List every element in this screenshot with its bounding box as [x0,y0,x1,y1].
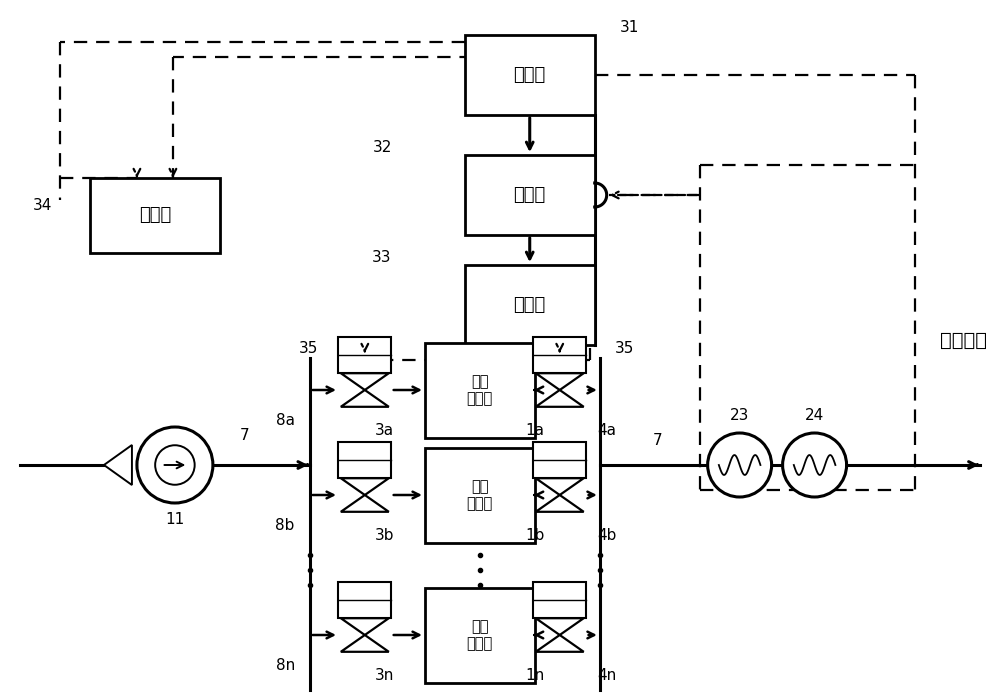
Bar [338,582,391,618]
Text: 3b: 3b [375,528,394,542]
Text: 11: 11 [165,512,185,528]
Bar [90,178,220,252]
Text: 反馈控制: 反馈控制 [940,330,987,349]
Text: 离子
抛光机: 离子 抛光机 [467,479,493,511]
Text: 8n: 8n [276,657,295,673]
Bar [533,582,586,618]
Text: 8a: 8a [276,413,295,427]
Polygon shape [341,478,389,495]
Text: 34: 34 [33,197,52,213]
Text: 31: 31 [620,20,639,34]
Polygon shape [536,635,584,652]
Polygon shape [341,618,389,635]
Bar [425,447,535,542]
Text: 1b: 1b [525,528,545,542]
Text: 1a: 1a [526,422,545,438]
Polygon shape [341,373,389,390]
Polygon shape [536,478,584,495]
Circle shape [137,427,213,503]
Text: 23: 23 [730,408,749,422]
Text: 3n: 3n [375,668,394,682]
Circle shape [155,445,195,484]
Text: 7: 7 [240,427,250,443]
Circle shape [708,433,772,497]
Bar [533,337,586,373]
Polygon shape [536,495,584,512]
Polygon shape [536,390,584,407]
Text: 控制机: 控制机 [514,186,546,204]
Bar [425,588,535,682]
Bar [533,442,586,478]
Text: 32: 32 [372,139,392,155]
Text: 4b: 4b [598,528,617,542]
Polygon shape [341,495,389,512]
Text: 8b: 8b [275,517,295,533]
Text: 变频器: 变频器 [139,206,171,224]
Polygon shape [536,618,584,635]
Text: 4a: 4a [598,422,617,438]
Text: 控制盘: 控制盘 [514,66,546,84]
Polygon shape [104,445,132,485]
Text: 3a: 3a [375,422,394,438]
Circle shape [783,433,847,497]
Bar [425,342,535,438]
Text: 24: 24 [805,408,824,422]
Bar [465,155,595,235]
Text: 离子
抛光机: 离子 抛光机 [467,374,493,406]
Polygon shape [341,635,389,652]
Text: 控制机: 控制机 [514,296,546,314]
Text: 离子
抛光机: 离子 抛光机 [467,619,493,651]
Text: 4n: 4n [598,668,617,682]
Bar [465,35,595,115]
Text: 33: 33 [372,250,392,264]
Text: 35: 35 [298,341,318,355]
Polygon shape [536,373,584,390]
Bar [338,442,391,478]
Text: 7: 7 [653,433,662,447]
Text: 35: 35 [615,341,634,355]
Polygon shape [341,390,389,407]
Text: 1n: 1n [525,668,545,682]
Bar [465,265,595,345]
Bar [338,337,391,373]
